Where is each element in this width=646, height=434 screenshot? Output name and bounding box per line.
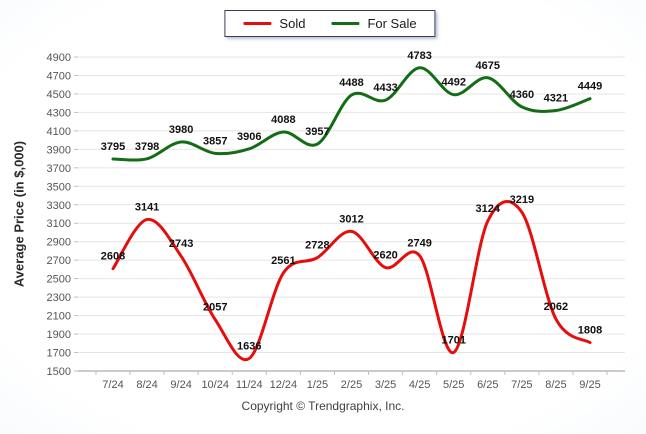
svg-text:1701: 1701 bbox=[441, 334, 465, 346]
svg-text:2743: 2743 bbox=[169, 238, 193, 250]
svg-text:4500: 4500 bbox=[47, 89, 71, 101]
svg-text:2057: 2057 bbox=[203, 302, 227, 314]
sold-line-swatch bbox=[243, 22, 272, 25]
svg-text:8/24: 8/24 bbox=[136, 379, 157, 391]
legend-item-sold: Sold bbox=[243, 16, 305, 31]
svg-text:7/24: 7/24 bbox=[102, 379, 123, 391]
svg-text:3/25: 3/25 bbox=[375, 379, 396, 391]
svg-text:9/24: 9/24 bbox=[170, 379, 191, 391]
svg-text:3906: 3906 bbox=[237, 131, 261, 143]
svg-text:3795: 3795 bbox=[101, 141, 125, 153]
svg-text:1/25: 1/25 bbox=[307, 379, 328, 391]
svg-text:11/24: 11/24 bbox=[236, 379, 263, 391]
svg-text:2900: 2900 bbox=[47, 237, 71, 249]
svg-text:4783: 4783 bbox=[407, 50, 431, 62]
svg-text:2700: 2700 bbox=[47, 255, 71, 267]
svg-text:1808: 1808 bbox=[578, 325, 602, 337]
svg-text:8/25: 8/25 bbox=[545, 379, 566, 391]
svg-text:4700: 4700 bbox=[47, 70, 71, 82]
svg-text:4433: 4433 bbox=[373, 82, 397, 94]
svg-text:3700: 3700 bbox=[47, 163, 71, 175]
svg-text:7/25: 7/25 bbox=[511, 379, 532, 391]
svg-text:3012: 3012 bbox=[339, 213, 363, 225]
svg-text:3900: 3900 bbox=[47, 144, 71, 156]
svg-text:2728: 2728 bbox=[305, 240, 329, 252]
svg-text:2749: 2749 bbox=[407, 238, 431, 250]
svg-text:1500: 1500 bbox=[47, 366, 71, 378]
for-sale-line-swatch bbox=[331, 22, 360, 25]
svg-text:3857: 3857 bbox=[203, 135, 227, 147]
svg-text:3300: 3300 bbox=[47, 200, 71, 212]
svg-text:3124: 3124 bbox=[476, 203, 501, 215]
svg-text:2100: 2100 bbox=[47, 311, 71, 323]
svg-text:2608: 2608 bbox=[101, 251, 125, 263]
legend-label-for-sale: For Sale bbox=[367, 16, 417, 31]
svg-text:4300: 4300 bbox=[47, 107, 71, 119]
svg-text:12/24: 12/24 bbox=[270, 379, 298, 391]
svg-text:3219: 3219 bbox=[510, 194, 534, 206]
svg-text:10/24: 10/24 bbox=[201, 379, 229, 391]
svg-text:3980: 3980 bbox=[169, 124, 193, 136]
svg-text:2561: 2561 bbox=[271, 255, 295, 267]
svg-text:4100: 4100 bbox=[47, 126, 71, 138]
y-axis-title: Average Price (in $,000) bbox=[11, 140, 27, 288]
svg-text:5/25: 5/25 bbox=[443, 379, 464, 391]
legend-label-sold: Sold bbox=[279, 16, 306, 31]
svg-text:9/25: 9/25 bbox=[579, 379, 600, 391]
svg-text:1700: 1700 bbox=[47, 348, 71, 360]
chart-legend: Sold For Sale bbox=[224, 10, 436, 37]
svg-text:1900: 1900 bbox=[47, 329, 71, 341]
svg-text:2620: 2620 bbox=[373, 250, 397, 262]
svg-text:6/25: 6/25 bbox=[477, 379, 498, 391]
svg-text:2300: 2300 bbox=[47, 292, 71, 304]
legend-item-for-sale: For Sale bbox=[331, 16, 417, 31]
copyright-text: Copyright © Trendgraphix, Inc. bbox=[241, 399, 405, 413]
svg-text:3100: 3100 bbox=[47, 218, 71, 230]
svg-text:3500: 3500 bbox=[47, 181, 71, 193]
svg-text:4449: 4449 bbox=[578, 81, 602, 93]
svg-text:4321: 4321 bbox=[544, 92, 568, 104]
svg-text:3141: 3141 bbox=[135, 201, 159, 213]
svg-text:4488: 4488 bbox=[339, 77, 363, 89]
svg-text:4900: 4900 bbox=[47, 52, 71, 64]
svg-text:2/25: 2/25 bbox=[341, 379, 362, 391]
svg-text:2500: 2500 bbox=[47, 274, 71, 286]
svg-text:4360: 4360 bbox=[510, 89, 534, 101]
svg-text:4088: 4088 bbox=[271, 114, 295, 126]
svg-text:4675: 4675 bbox=[476, 60, 500, 72]
svg-text:2062: 2062 bbox=[544, 301, 568, 313]
svg-text:3798: 3798 bbox=[135, 141, 159, 153]
svg-text:3957: 3957 bbox=[305, 126, 329, 138]
svg-text:1636: 1636 bbox=[237, 340, 261, 352]
svg-text:4492: 4492 bbox=[441, 77, 465, 89]
svg-text:4/25: 4/25 bbox=[409, 379, 430, 391]
